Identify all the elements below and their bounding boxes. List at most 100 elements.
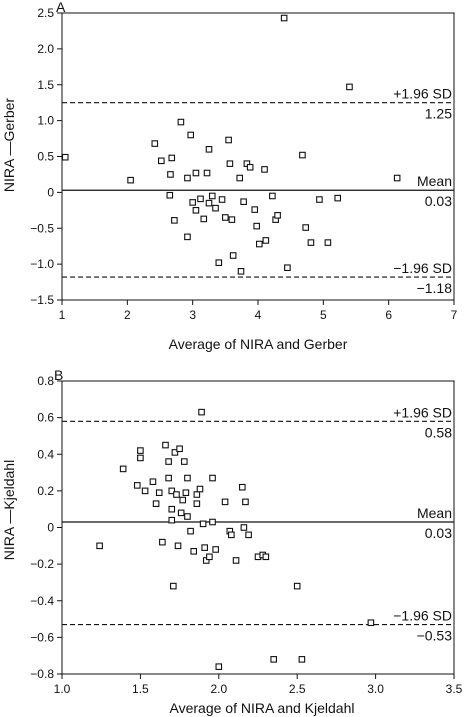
- panel-b-y-axis-label: NIRA —Kjeldahl: [1, 460, 17, 560]
- panel-b-data-point: [182, 489, 190, 497]
- panel-b-data-point: [262, 553, 270, 561]
- panel-a-mean-label: Mean: [417, 173, 452, 189]
- panel-b-data-point: [170, 582, 177, 590]
- panel-b-data-point: [293, 582, 301, 590]
- panel-a-data-point: [171, 217, 178, 224]
- panel-b-y-tick-label: 0.8: [37, 374, 54, 388]
- panel-a-y-tick: 2.5: [37, 6, 62, 20]
- panel-b-data-point: [193, 491, 201, 498]
- panel-b-data-point: [239, 483, 246, 491]
- panel-b-data-point: [298, 656, 306, 663]
- panel-b-data-point: [198, 408, 205, 416]
- panel-a-x-ticks: 1 2 3 4 5 6 7: [59, 300, 458, 322]
- panel-a-data-point: [197, 195, 204, 203]
- panel-b-data-point: [209, 474, 216, 482]
- panel-a-data-point: [189, 199, 196, 206]
- panel-b-x-tick: 1.0: [54, 674, 71, 696]
- panel-a-data-point: [237, 267, 245, 275]
- panel-a-x-tick-label: 1: [59, 308, 66, 322]
- panel-a-x-tick-label: 6: [385, 308, 392, 322]
- panel-b-data-point: [201, 544, 208, 551]
- panel-b-mean-value: 0.03: [425, 525, 452, 541]
- panel-a-data-point: [127, 176, 134, 184]
- panel-a-data-point: [280, 14, 288, 22]
- panel-a-data-point: [215, 259, 223, 266]
- panel-b-data-point: [133, 482, 141, 489]
- panel-b-y-tick-label: −0.4: [30, 594, 54, 608]
- panel-a-data-point: [228, 216, 236, 223]
- panel-a-data-point: [251, 206, 259, 213]
- panel-a-data-point: [200, 215, 208, 223]
- panel-b-data-point: [179, 496, 187, 504]
- panel-b: B 1.0 1.5 2.0 2.5 3.0 3.5 −0.8 −0.6 −0.4 −0.2 0 0.…: [1, 367, 463, 716]
- panel-b-x-tick-label: 3.0: [367, 682, 384, 696]
- panel-b-data-point: [168, 516, 176, 524]
- panel-a-x-tick: 4: [255, 300, 262, 322]
- panel-a-x-tick-label: 4: [255, 308, 262, 322]
- panel-b-data-point: [177, 509, 185, 517]
- panel-b-y-tick: −0.2: [30, 557, 62, 571]
- panel-b-x-tick: 2.0: [210, 674, 227, 696]
- panel-b-data-point: [137, 447, 144, 454]
- panel-b-data-point: [228, 531, 235, 539]
- panel-b-y-tick: 0.2: [37, 484, 62, 498]
- panel-b-y-tick-label: 0.6: [37, 411, 54, 425]
- panel-a-data-point: [307, 239, 315, 246]
- panel-a-data-point: [262, 237, 270, 244]
- panel-a-data-point: [229, 252, 237, 259]
- panel-a-data-point: [184, 233, 191, 241]
- panel-a-data-point: [192, 207, 200, 214]
- panel-a-y-tick: −1.5: [30, 293, 62, 307]
- panel-a-data-point: [168, 154, 176, 162]
- panel-b-data-point: [174, 542, 182, 550]
- panel-b-x-tick: 1.5: [132, 674, 149, 696]
- panel-a-y-tick-label: 0.5: [37, 150, 54, 164]
- panel-a-x-tick: 2: [124, 300, 131, 322]
- panel-a-y-tick: 2.0: [37, 42, 62, 56]
- panel-b-data-point: [232, 557, 240, 564]
- panel-b-data-point: [155, 489, 163, 497]
- panel-b-data-point: [240, 524, 248, 531]
- panel-a-y-tick: 1.5: [37, 78, 62, 92]
- panel-b-data-point: [141, 487, 149, 495]
- panel-b-data-point: [184, 513, 191, 520]
- panel-b-y-tick-label: −0.8: [30, 667, 54, 681]
- panel-b-data-point: [152, 500, 160, 507]
- panel-b-letter: B: [54, 367, 63, 383]
- panel-b-y-tick-label: −0.2: [30, 557, 54, 571]
- panel-b-x-tick: 3.5: [446, 674, 463, 696]
- panel-a-data-point: [269, 192, 276, 200]
- panel-b-x-ticks: 1.0 1.5 2.0 2.5 3.0 3.5: [54, 674, 463, 696]
- panel-a-data-point: [225, 136, 232, 144]
- panel-b-x-tick: 2.5: [289, 674, 306, 696]
- panel-a-data-point: [324, 239, 332, 246]
- panel-b-y-tick: 0.8: [37, 374, 62, 388]
- panel-a-x-tick: 7: [451, 300, 458, 322]
- panel-b-y-tick: −0.8: [30, 667, 62, 681]
- panel-a-lower-label: −1.96 SD: [393, 260, 452, 276]
- panel-b-y-tick-label: 0.4: [37, 447, 54, 461]
- panel-a-data-point: [203, 169, 211, 177]
- panel-a-plot-frame: [61, 12, 455, 301]
- panel-a-data-point: [205, 199, 213, 207]
- panel-a-y-tick: −0.5: [30, 221, 62, 235]
- panel-b-data-point: [149, 478, 157, 486]
- panel-a-y-tick: 0.5: [37, 150, 62, 164]
- panel-a-y-tick-label: 2.0: [37, 42, 54, 56]
- panel-b-reference-lines: +1.96 SD 0.58 Mean 0.03 −1.96 SD −0.53: [62, 404, 454, 644]
- panel-b-x-tick: 3.0: [367, 674, 384, 696]
- panel-b-x-tick-label: 1.0: [54, 682, 71, 696]
- panel-b-data-point: [119, 465, 127, 473]
- panel-b-data-point: [181, 458, 188, 465]
- panel-a-y-tick-label: −1.5: [30, 293, 54, 307]
- panel-b-data-point: [196, 485, 204, 493]
- panel-b-data-point: [193, 500, 201, 507]
- panel-a-data-point: [299, 151, 306, 159]
- panel-a-y-tick-label: 0: [47, 185, 54, 199]
- panel-a-points: [61, 14, 401, 275]
- panel-b-y-tick: 0.6: [37, 411, 62, 425]
- panel-a-x-tick: 3: [189, 300, 196, 322]
- panel-a-x-tick: 1: [59, 300, 66, 322]
- panel-a-y-tick-label: 1.0: [37, 114, 54, 128]
- panel-a-y-tick: 0: [47, 185, 62, 199]
